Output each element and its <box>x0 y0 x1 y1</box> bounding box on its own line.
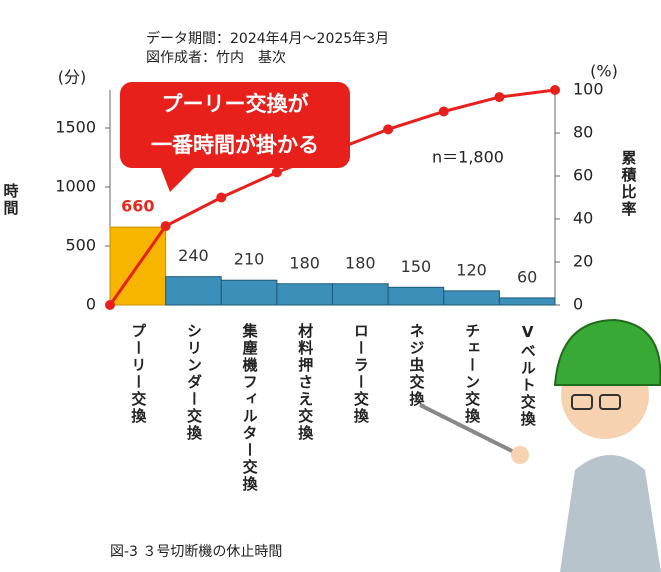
value-label: 180 <box>289 253 320 272</box>
value-label: 210 <box>234 250 265 269</box>
callout: プーリー交換が 一番時間が掛かる <box>120 82 350 192</box>
bar <box>499 298 555 305</box>
bar <box>333 284 389 305</box>
y-unit: (分) <box>58 68 87 87</box>
body <box>560 455 661 572</box>
y2-label: 累積比率 <box>620 150 638 218</box>
cumulative-point <box>383 124 393 134</box>
callout-text: 一番時間が掛かる <box>151 133 319 157</box>
cumulative-point <box>272 167 282 177</box>
x-tick-label: シリンダー交換 <box>185 323 203 442</box>
x-tick-label: Vベルト交換 <box>519 323 537 428</box>
bar <box>277 284 333 305</box>
x-tick-label: チェーン交換 <box>463 323 481 425</box>
caption: 図-3 ３号切断機の休止時間 <box>110 544 282 560</box>
cumulative-point <box>216 193 226 203</box>
value-label: 60 <box>517 267 537 286</box>
mascot <box>420 320 661 572</box>
n-label: n＝1,800 <box>432 148 504 167</box>
x-tick-label: 集塵機フィルター交換 <box>241 322 259 493</box>
y-label: 時間 <box>2 182 20 217</box>
value-label: 660 <box>121 197 154 216</box>
chart: データ期間：2024年4月～2025年3月 図作成者：竹内 基次 (分) (%)… <box>0 0 661 572</box>
cumulative-point <box>550 85 560 95</box>
y-tick-label: 500 <box>65 236 96 255</box>
x-tick-label: プーリー交換 <box>129 323 147 425</box>
y-tick-label: 1500 <box>55 118 96 137</box>
cumulative-point <box>439 107 449 117</box>
y2-tick-label: 80 <box>573 123 593 142</box>
cumulative-point <box>494 92 504 102</box>
value-label: 180 <box>345 253 376 272</box>
y2-unit: (%) <box>590 62 618 81</box>
y2-tick-label: 100 <box>573 80 604 99</box>
bar <box>388 287 444 305</box>
bar <box>444 291 500 305</box>
callout-tail <box>160 166 196 192</box>
value-label: 150 <box>401 257 432 276</box>
note: データ期間：2024年4月～2025年3月 <box>146 30 389 47</box>
y-tick-label: 0 <box>86 295 96 314</box>
helmet <box>555 320 660 385</box>
y-tick-label: 1000 <box>55 177 96 196</box>
y2-tick-label: 40 <box>573 209 593 228</box>
cumulative-point <box>105 300 115 310</box>
bar <box>221 280 277 305</box>
x-tick-label: 材料押さえ交換 <box>296 322 314 442</box>
bar <box>166 277 222 305</box>
x-tick-label: ネジ虫交換 <box>407 323 425 408</box>
y2-tick-label: 60 <box>573 166 593 185</box>
x-tick-label: ローラー交換 <box>352 323 370 425</box>
value-label: 120 <box>456 260 487 279</box>
note: 図作成者：竹内 基次 <box>146 49 286 66</box>
hand <box>511 446 529 464</box>
y2-tick-label: 0 <box>573 295 583 314</box>
callout-text: プーリー交換が <box>162 92 309 116</box>
y2-tick-label: 20 <box>573 252 593 271</box>
cumulative-point <box>161 221 171 231</box>
value-label: 240 <box>178 246 209 265</box>
